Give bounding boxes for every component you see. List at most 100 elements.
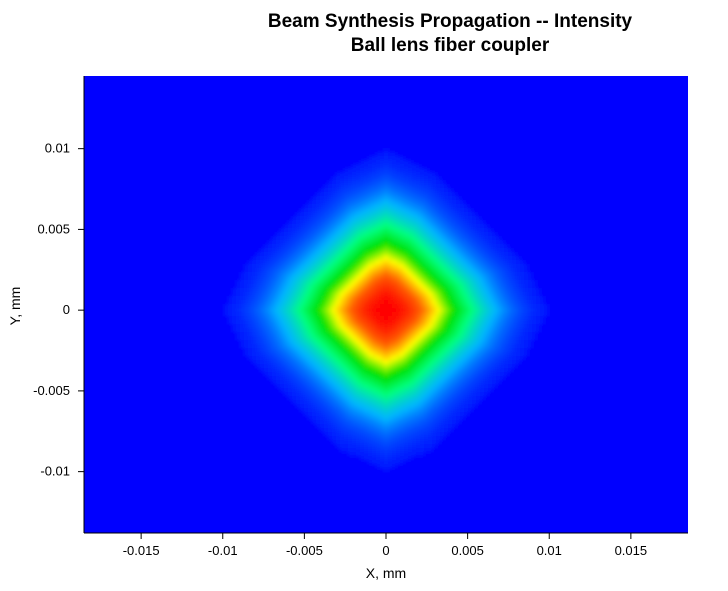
heat-cell [444,212,449,217]
heat-cell [380,272,385,277]
heat-cell [488,236,493,241]
heat-cell [464,328,469,333]
chart-title: Beam Synthesis Propagation -- Intensity [267,11,633,32]
heat-cell [424,276,429,281]
heat-cell [356,252,361,257]
heat-cell [476,272,481,277]
heat-cell [436,436,441,441]
heat-cell [368,260,373,265]
heat-cell [488,240,493,245]
heat-cell [424,224,429,229]
heat-cell [444,228,449,233]
heat-cell [388,368,393,373]
heat-cell [444,368,449,373]
heat-cell [284,360,289,365]
heat-cell [384,240,389,245]
heat-cell [456,400,461,405]
heat-cell [436,280,441,285]
heat-cell [448,228,453,233]
heat-cell [436,232,441,237]
heat-cell [376,380,381,385]
heat-cell [376,396,381,401]
heat-cell [524,324,529,329]
heat-cell [296,356,301,361]
heat-cell [420,392,425,397]
heat-cell [440,388,445,393]
heat-cell [344,204,349,209]
heat-cell [416,296,421,301]
heat-cell [368,344,373,349]
heat-cell [304,252,309,257]
heat-cell [520,312,525,317]
heat-cell [380,376,385,381]
heat-cell [384,348,389,353]
heat-cell [476,256,481,261]
heat-cell [336,396,341,401]
heat-cell [452,272,457,277]
heat-cell [404,304,409,309]
heat-cell [468,312,473,317]
heat-cell [316,328,321,333]
heat-cell [372,416,377,421]
heat-cell [448,372,453,377]
heat-cell [372,288,377,293]
heat-cell [408,284,413,289]
heat-cell [268,276,273,281]
heat-cell [312,288,317,293]
heat-cell [416,304,421,309]
heat-cell [368,168,373,173]
heat-cell [388,344,393,349]
heat-cell [280,236,285,241]
heat-cell [412,244,417,249]
heat-cell [388,432,393,437]
heat-cell [500,332,505,337]
heat-cell [404,188,409,193]
heat-cell [476,216,481,221]
heat-cell [280,276,285,281]
heat-cell [356,424,361,429]
heat-cell [228,304,233,309]
heat-cell [512,332,517,337]
heat-cell [460,296,465,301]
heat-cell [388,332,393,337]
heat-cell [388,200,393,205]
heat-cell [296,360,301,365]
heat-cell [356,316,361,321]
heat-cell [336,336,341,341]
heat-cell [380,196,385,201]
heat-cell [364,240,369,245]
heat-cell [496,328,501,333]
heat-cell [344,244,349,249]
heat-cell [436,344,441,349]
heat-cell [284,264,289,269]
heat-cell [376,368,381,373]
heat-cell [472,232,477,237]
heat-cell [416,244,421,249]
heat-cell [400,208,405,213]
heat-cell [440,328,445,333]
heat-cell [320,320,325,325]
heat-cell [296,312,301,317]
heat-cell [332,276,337,281]
heat-cell [248,320,253,325]
heat-cell [284,348,289,353]
heat-cell [480,360,485,365]
heat-cell [420,356,425,361]
heat-cell [332,280,337,285]
heat-cell [508,252,513,257]
heat-cell [456,224,461,229]
heat-cell [360,172,365,177]
heat-cell [384,216,389,221]
heat-cell [460,200,465,205]
heat-cell [368,448,373,453]
heat-cell [496,268,501,273]
heat-cell [376,252,381,257]
heat-cell [424,396,429,401]
heat-cell [428,400,433,405]
heat-cell [352,408,357,413]
heat-cell [248,292,253,297]
heat-cell [516,308,521,313]
heat-cell [264,336,269,341]
heat-cell [432,200,437,205]
heat-cell [316,264,321,269]
